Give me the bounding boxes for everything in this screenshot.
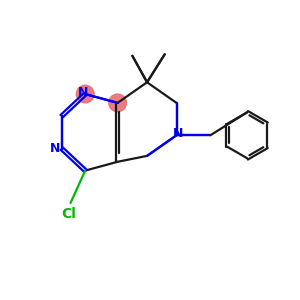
Circle shape (109, 94, 126, 112)
Text: N: N (173, 127, 183, 140)
Text: Cl: Cl (61, 207, 76, 221)
Text: N: N (78, 86, 88, 99)
Text: N: N (50, 142, 60, 155)
Circle shape (76, 85, 94, 103)
